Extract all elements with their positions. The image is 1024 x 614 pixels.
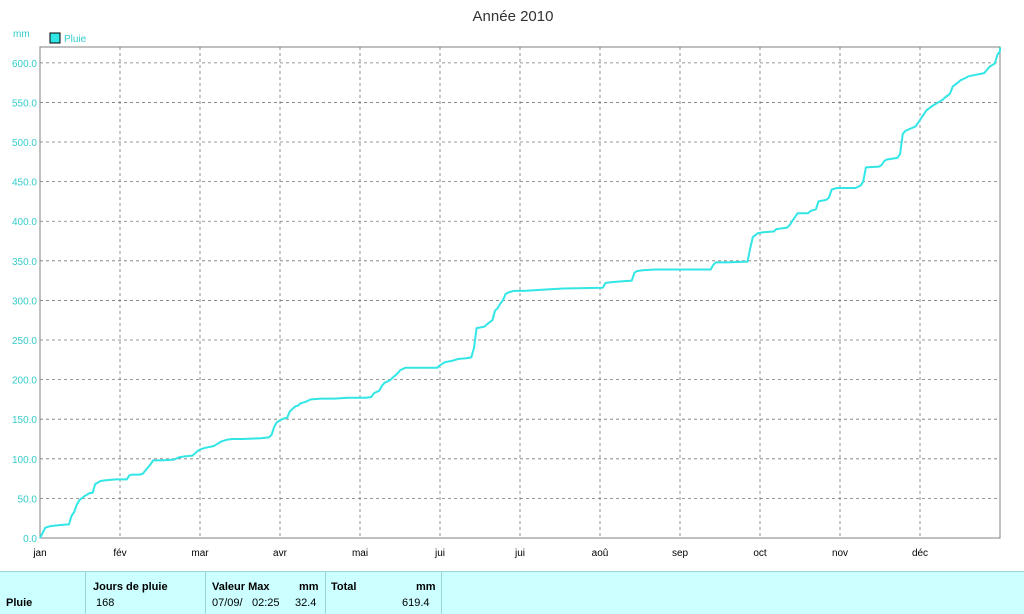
max-value: 32.4: [295, 597, 317, 609]
x-tick-label: mar: [191, 548, 209, 559]
max-unit: mm: [299, 581, 319, 593]
stats-max-cell: Valeur Max mm 07/09/ 02:25 32.4: [206, 572, 326, 614]
x-tick-label: nov: [832, 548, 848, 559]
y-tick-label: 500.0: [12, 138, 37, 149]
y-tick-label: 400.0: [12, 217, 37, 228]
stats-total-cell: Total mm 619.4: [326, 572, 442, 614]
rain-chart: Année 2010 mm Pluie 0.0 50.0 100.0 150.0 200…: [12, 8, 1001, 559]
stats-panel: Pluie Jours de pluie 168 Valeur Max mm 0…: [0, 571, 1024, 614]
x-tick-label: jui: [434, 548, 445, 559]
y-tick-label: 350.0: [12, 257, 37, 268]
max-header: Valeur Max: [212, 581, 270, 593]
x-tick-label: jui: [514, 548, 525, 559]
legend-label: Pluie: [64, 34, 87, 45]
y-tick-label: 150.0: [12, 415, 37, 426]
y-tick-labels: 0.0 50.0 100.0 150.0 200.0 250.0 300.0 350.0 400…: [12, 59, 37, 545]
total-value: 619.4: [402, 597, 430, 609]
x-tick-label: jan: [32, 548, 46, 559]
y-axis-unit: mm: [13, 29, 30, 40]
x-tick-label: aoû: [592, 548, 609, 559]
x-tick-label: avr: [273, 548, 288, 559]
y-tick-label: 450.0: [12, 178, 37, 189]
y-tick-label: 200.0: [12, 376, 37, 387]
series-line-pluie: [39, 47, 1001, 539]
y-tick-label: 100.0: [12, 455, 37, 466]
y-tick-label: 300.0: [12, 296, 37, 307]
max-time: 02:25: [252, 597, 280, 609]
chart-title: Année 2010: [473, 8, 554, 25]
x-tick-label: déc: [912, 548, 928, 559]
y-tick-label: 250.0: [12, 336, 37, 347]
y-tick-label: 0.0: [23, 534, 37, 545]
jours-value: 168: [96, 597, 115, 609]
grid: [40, 47, 1000, 538]
x-tick-labels: jan fév mar avr mai jui jui aoû sep oct nov déc: [32, 548, 928, 559]
x-tick-label: oct: [753, 548, 767, 559]
x-tick-label: fév: [113, 548, 126, 559]
x-tick-label: sep: [672, 548, 689, 559]
x-tick-label: mai: [352, 548, 368, 559]
stats-label-cell: Pluie: [0, 572, 86, 614]
jours-header: Jours de pluie: [93, 581, 168, 593]
plot-frame: [39, 46, 1001, 539]
y-tick-label: 550.0: [12, 98, 37, 109]
stats-row-label: Pluie: [6, 597, 33, 609]
stats-jours-cell: Jours de pluie 168: [86, 572, 206, 614]
total-header: Total: [331, 581, 357, 593]
max-date: 07/09/: [212, 597, 243, 609]
y-tick-label: 600.0: [12, 59, 37, 70]
total-unit: mm: [416, 581, 436, 593]
legend-swatch: [49, 32, 61, 44]
y-tick-label: 50.0: [18, 494, 38, 505]
